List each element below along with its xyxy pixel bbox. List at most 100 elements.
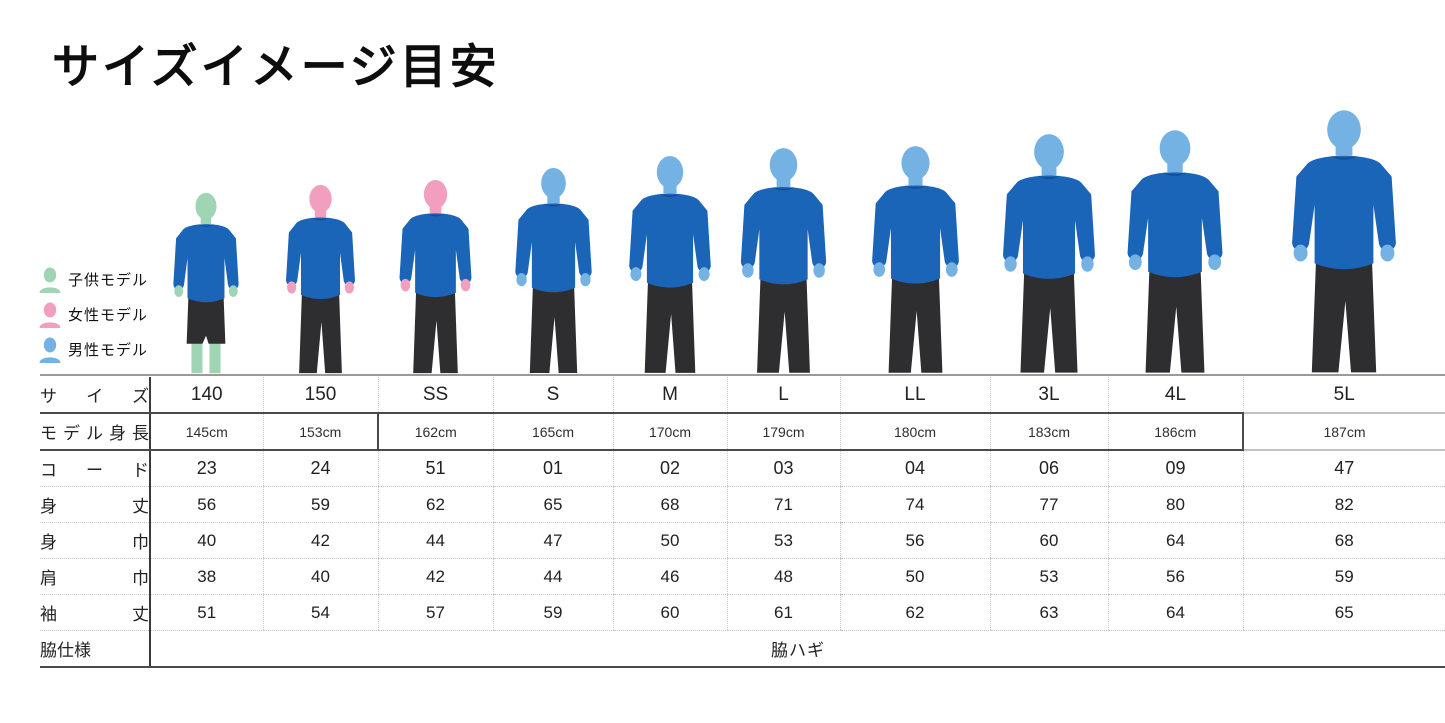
legend-label-child: 子供モデル	[68, 272, 149, 289]
cell-body_width-5L: 68	[1242, 522, 1445, 559]
cell-sleeve_length-M: 60	[612, 594, 727, 631]
table-row-code: コード 23 24 51 01 02 03 04 06 09 47	[40, 450, 1445, 487]
cell-code-SS: 51	[377, 450, 493, 487]
cell-code-150: 24	[262, 450, 378, 487]
cell-size-S: S	[492, 377, 613, 414]
model-figure-LL	[857, 145, 974, 375]
cell-body_width-140: 40	[150, 522, 263, 559]
row-label-shoulder_width: 肩巾	[40, 558, 151, 595]
cell-body_length-140: 56	[150, 486, 263, 523]
row-label-code: コード	[40, 450, 151, 487]
table-row-side_spec: 脇仕様 脇ハギ	[40, 630, 1445, 668]
cell-sleeve_length-5L: 65	[1242, 594, 1445, 631]
size-spec-table: サイズ 140 150 SS S M L LL 3L 4L 5L モデル身長 145cm 153cm 162…	[40, 377, 1445, 668]
child-model-icon	[39, 267, 61, 293]
male-model-icon	[39, 337, 61, 363]
table-row-size: サイズ 140 150 SS S M L LL 3L 4L 5L	[40, 377, 1445, 414]
model-silhouette	[173, 192, 239, 374]
cell-shoulder_width-150: 40	[262, 558, 378, 595]
cell-body_width-M: 50	[612, 522, 727, 559]
model-silhouette	[399, 179, 471, 374]
cell-side_spec: 脇ハギ	[150, 630, 1445, 668]
cell-sleeve_length-4L: 64	[1107, 594, 1243, 631]
cell-size-L: L	[726, 377, 840, 414]
cell-sleeve_length-140: 51	[150, 594, 263, 631]
model-silhouette	[629, 156, 711, 373]
cell-sleeve_length-150: 54	[262, 594, 378, 631]
cell-body_width-3L: 60	[989, 522, 1108, 559]
cell-shoulder_width-LL: 50	[839, 558, 990, 595]
model-silhouette	[514, 168, 592, 373]
page-title: サイズイメージ目安	[52, 40, 500, 93]
cell-size-5L: 5L	[1242, 377, 1445, 414]
cell-shoulder_width-SS: 42	[377, 558, 493, 595]
cell-model_height-4L: 186cm	[1107, 413, 1243, 451]
cell-size-LL: LL	[839, 377, 990, 414]
cell-code-140: 23	[150, 450, 263, 487]
row-label-body_length: 身丈	[40, 486, 151, 523]
model-figure-140	[162, 192, 250, 375]
row-label-sleeve_length: 袖丈	[40, 594, 151, 631]
model-silhouette	[1292, 110, 1396, 373]
cell-shoulder_width-M: 46	[612, 558, 727, 595]
cell-body_width-4L: 64	[1107, 522, 1243, 559]
model-figure-4L	[1111, 129, 1239, 375]
cell-shoulder_width-S: 44	[492, 558, 613, 595]
cell-body_length-SS: 62	[377, 486, 493, 523]
cell-shoulder_width-4L: 56	[1107, 558, 1243, 595]
cell-model_height-150: 153cm	[262, 413, 378, 451]
cell-code-LL: 04	[839, 450, 990, 487]
cell-body_length-L: 71	[726, 486, 840, 523]
cell-body_length-LL: 74	[839, 486, 990, 523]
cell-shoulder_width-5L: 59	[1242, 558, 1445, 595]
ground-line	[40, 374, 1445, 376]
cell-body_length-3L: 77	[989, 486, 1108, 523]
cell-shoulder_width-3L: 53	[989, 558, 1108, 595]
cell-size-SS: SS	[377, 377, 493, 414]
model-figure-5L	[1274, 109, 1414, 375]
legend-label-female: 女性モデル	[68, 307, 149, 324]
cell-model_height-LL: 180cm	[839, 413, 990, 451]
legend-item-female: 女性モデル	[38, 297, 148, 332]
cell-body_length-5L: 82	[1242, 486, 1445, 523]
cell-code-5L: 47	[1242, 450, 1445, 487]
cell-body_width-L: 53	[726, 522, 840, 559]
table-row-sleeve_length: 袖丈 51 54 57 59 60 61 62 63 64 65	[40, 594, 1445, 631]
cell-model_height-5L: 187cm	[1242, 413, 1445, 451]
row-label-model_height: モデル身長	[40, 413, 151, 451]
cell-shoulder_width-140: 38	[150, 558, 263, 595]
cell-body_length-M: 68	[612, 486, 727, 523]
model-figure-150	[274, 184, 367, 375]
model-figure-SS	[387, 179, 484, 375]
cell-code-M: 02	[612, 450, 727, 487]
cell-body_width-SS: 44	[377, 522, 493, 559]
model-figure-3L	[987, 133, 1111, 375]
cell-code-L: 03	[726, 450, 840, 487]
cell-model_height-L: 179cm	[726, 413, 840, 451]
legend-label-male: 男性モデル	[68, 342, 149, 359]
cell-model_height-M: 170cm	[612, 413, 727, 451]
cell-body_width-LL: 56	[839, 522, 990, 559]
model-silhouette	[740, 148, 826, 373]
cell-body_length-4L: 80	[1107, 486, 1243, 523]
cell-sleeve_length-3L: 63	[989, 594, 1108, 631]
table-row-body_length: 身丈 56 59 62 65 68 71 74 77 80 82	[40, 486, 1445, 523]
cell-size-4L: 4L	[1107, 377, 1243, 414]
cell-size-140: 140	[150, 377, 263, 414]
cell-size-3L: 3L	[989, 377, 1108, 414]
cell-sleeve_length-LL: 62	[839, 594, 990, 631]
model-silhouette	[1127, 130, 1223, 373]
model-figure-L	[726, 147, 841, 375]
cell-sleeve_length-SS: 57	[377, 594, 493, 631]
cell-body_width-S: 47	[492, 522, 613, 559]
cell-model_height-140: 145cm	[150, 413, 263, 451]
table-row-model_height: モデル身長 145cm 153cm 162cm 165cm 170cm 179cm 180cm…	[40, 413, 1445, 451]
cell-model_height-SS: 162cm	[377, 413, 493, 451]
cell-body_width-150: 42	[262, 522, 378, 559]
cell-body_length-150: 59	[262, 486, 378, 523]
cell-sleeve_length-S: 59	[492, 594, 613, 631]
model-silhouette	[871, 146, 959, 373]
table-row-body_width: 身巾 40 42 44 47 50 53 56 60 64 68	[40, 522, 1445, 559]
row-label-body_width: 身巾	[40, 522, 151, 559]
cell-model_height-3L: 183cm	[989, 413, 1108, 451]
